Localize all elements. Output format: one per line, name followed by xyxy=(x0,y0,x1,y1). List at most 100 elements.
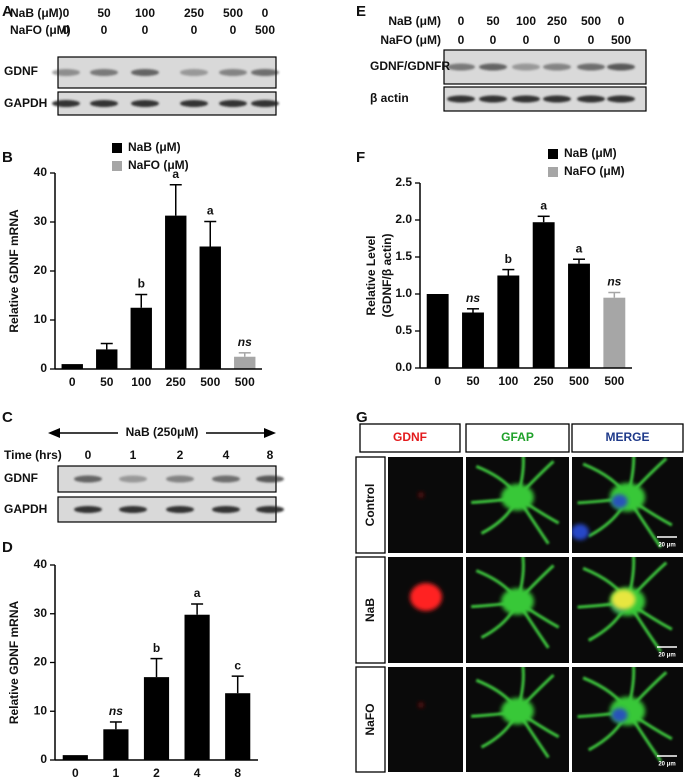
micrograph-content xyxy=(388,457,463,553)
bar xyxy=(234,356,256,369)
blot-band xyxy=(90,69,118,76)
micrograph-content xyxy=(466,457,569,553)
y-tick-label: 0.0 xyxy=(395,360,412,374)
nucleus xyxy=(611,494,628,509)
legend-swatch xyxy=(112,143,122,153)
y-tick-label: 0 xyxy=(40,361,47,375)
y-tick-label: 2.0 xyxy=(395,212,412,226)
row-label: NaB (μM) xyxy=(10,6,63,20)
blot-band xyxy=(131,100,159,107)
legend-swatch xyxy=(548,149,558,159)
column-header: GDNF xyxy=(393,430,427,444)
blot-band xyxy=(447,95,475,103)
micrograph-content: 20 μm xyxy=(572,557,683,663)
bar xyxy=(497,275,520,368)
micrograph xyxy=(388,557,463,663)
x-tick-label: 8 xyxy=(234,766,241,780)
row-label: Time (hrs) xyxy=(4,448,62,462)
micrograph xyxy=(466,457,569,553)
annotation: ns xyxy=(238,335,252,349)
row-label: NaFO (μM) xyxy=(10,23,71,37)
blot-band xyxy=(52,69,80,76)
lane-label: 0 xyxy=(101,23,108,37)
bar xyxy=(426,294,449,368)
treatment-label: NaB (250μM) xyxy=(126,425,199,439)
lane-label: 100 xyxy=(135,6,155,20)
lane-label: 250 xyxy=(184,6,204,20)
x-axis-label: Time (hrs) xyxy=(128,782,186,784)
blot-band xyxy=(251,69,279,76)
micrograph xyxy=(466,557,569,663)
blot-band xyxy=(577,63,605,71)
panel-letter: A xyxy=(2,3,13,20)
column-header-box xyxy=(359,423,461,453)
lane-label: 1 xyxy=(130,448,137,462)
panel-letter: C xyxy=(2,409,13,426)
micrograph-content xyxy=(466,667,569,772)
x-tick-label: 0 xyxy=(72,766,79,780)
blot-band xyxy=(74,475,102,483)
bar xyxy=(103,729,129,760)
lane-label: 0 xyxy=(458,14,465,28)
lane-label: 0 xyxy=(588,33,595,47)
band-label: GAPDH xyxy=(4,502,47,516)
micrograph-content: 20 μm xyxy=(572,457,683,553)
micrograph-bg xyxy=(388,457,463,553)
blot-band xyxy=(166,475,194,483)
blot-band xyxy=(212,506,240,513)
column-header-box xyxy=(465,423,570,453)
micrograph xyxy=(466,667,569,772)
lane-label: 0 xyxy=(142,23,149,37)
x-tick-label: 100 xyxy=(498,374,518,388)
legend-swatch xyxy=(548,167,558,177)
annotation: a xyxy=(207,204,214,218)
panel-letter: D xyxy=(2,539,13,556)
panel-letter: F xyxy=(356,149,365,166)
bar xyxy=(532,222,555,368)
y-axis-label: (GDNF/β actin) xyxy=(380,234,394,318)
cell-body xyxy=(501,697,534,725)
annotation: a xyxy=(194,586,201,600)
row-header: Control xyxy=(363,484,377,527)
blot-band xyxy=(219,69,247,76)
annotation: b xyxy=(153,641,160,655)
blot-band xyxy=(52,100,80,107)
lane-label: 0 xyxy=(85,448,92,462)
panel-letter: E xyxy=(356,3,366,20)
y-tick-label: 40 xyxy=(34,557,48,571)
blot-band xyxy=(180,100,208,107)
red-signal xyxy=(410,583,442,611)
lane-label: 8 xyxy=(267,448,274,462)
lane-label: 100 xyxy=(516,14,536,28)
blot-band xyxy=(512,63,540,71)
row-header-box xyxy=(355,456,386,554)
cell-body xyxy=(501,483,534,511)
y-axis-label: Relative GDNF mRNA xyxy=(7,209,21,333)
micrograph: 20 μm xyxy=(572,667,683,772)
scale-bar: 20 μm xyxy=(658,762,675,768)
legend-label: NaB (μM) xyxy=(128,140,181,154)
x-tick-label: 4 xyxy=(194,766,201,780)
lane-label: 500 xyxy=(255,23,275,37)
x-tick-label: 500 xyxy=(200,375,220,389)
lane-label: 0 xyxy=(63,6,70,20)
lane-label: 0 xyxy=(458,33,465,47)
bar xyxy=(184,614,210,760)
nucleus xyxy=(611,708,628,723)
row-header-box xyxy=(355,666,386,773)
x-tick-label: 50 xyxy=(100,375,114,389)
bar xyxy=(462,312,484,368)
bar xyxy=(165,215,187,369)
bar xyxy=(130,307,152,369)
y-tick-label: 30 xyxy=(34,606,48,620)
blot-band xyxy=(543,95,571,103)
column-header: GFAP xyxy=(501,430,534,444)
legend-label: NaFO (μM) xyxy=(128,158,189,172)
y-tick-label: 0.5 xyxy=(395,323,412,337)
lane-label: 0 xyxy=(230,23,237,37)
blot-band xyxy=(256,506,284,513)
y-axis-label: Relative Level xyxy=(364,235,378,315)
x-tick-label: 500 xyxy=(569,374,589,388)
annotation: b xyxy=(138,277,145,291)
